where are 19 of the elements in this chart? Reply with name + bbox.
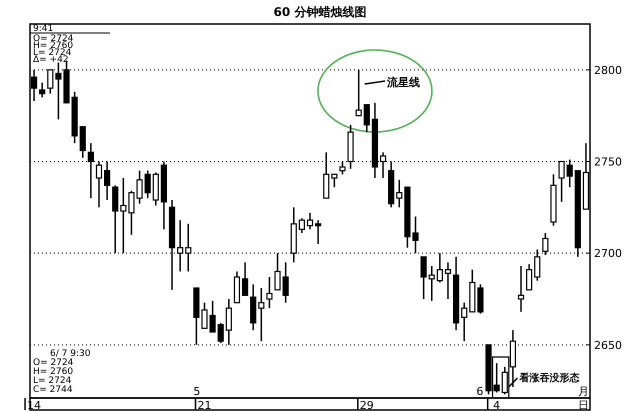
x-tick-label: 29 [360,399,374,411]
y-tick-label: 2800 [594,64,622,77]
y-tick-label: 2750 [594,156,622,168]
annotation: C= 2744 [33,385,73,395]
annotation: 月 [578,385,589,398]
annotation: L= 2724 [33,376,72,386]
y-tick-label: 2650 [594,338,622,352]
x-tick-label: 21 [197,399,212,411]
annotation: 5 [193,385,200,398]
y-tick-label: 2700 [594,247,622,260]
annotation: 看涨吞没形态 [518,372,580,384]
annotation: 流星线 [386,76,420,89]
annotation: 6/ 7 9:30 [50,349,91,359]
annotation: 9:41 [33,24,54,34]
annotation: H= 2760 [33,367,74,377]
x-tick-label: 4 [493,399,500,411]
annotation: O= 2724 [33,358,74,368]
annotation: 6 [476,385,484,398]
chart-title: 60 分钟蜡烛线图 [274,5,366,19]
